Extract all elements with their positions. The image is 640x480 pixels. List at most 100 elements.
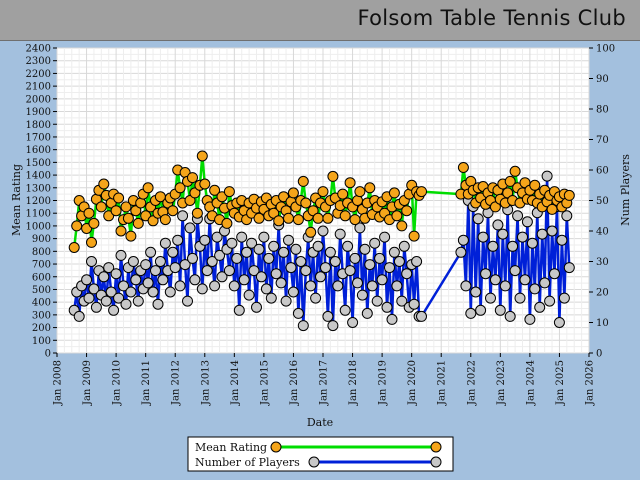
x-tick-label: Jan 2009 [82, 360, 93, 406]
legend-box [187, 436, 454, 472]
data-point-number-of-players [524, 313, 536, 325]
data-point-mean-rating [297, 175, 309, 187]
data-point-mean-rating [95, 201, 107, 213]
data-point-number-of-players [201, 265, 213, 277]
data-point-mean-rating [130, 205, 142, 217]
header-bar: Folsom Table Tennis Club [0, 0, 640, 41]
left-tick-label: 100 [32, 336, 51, 347]
data-point-number-of-players [485, 292, 496, 304]
legend-marker-mean-rating-start [270, 441, 282, 453]
left-tick-label: 2300 [26, 56, 51, 67]
data-point-number-of-players [211, 231, 223, 243]
data-point-mean-rating [103, 210, 115, 222]
data-point-number-of-players [300, 265, 312, 277]
data-point-number-of-players [329, 256, 341, 267]
data-point-number-of-players [248, 265, 260, 277]
legend-marker-number-of-players-start [308, 456, 320, 468]
left-tick-label: 0 [45, 349, 51, 360]
legend-label-number-of-players: Number of Players [195, 456, 300, 469]
data-point-number-of-players [541, 170, 553, 182]
data-point-number-of-players [411, 256, 423, 267]
data-point-mean-rating [191, 207, 203, 219]
data-point-number-of-players [320, 262, 331, 274]
data-point-number-of-players [127, 256, 139, 267]
data-point-number-of-players [480, 268, 492, 280]
data-point-mean-rating [196, 150, 208, 162]
data-point-number-of-players [214, 249, 226, 261]
data-point-number-of-players [290, 243, 302, 255]
data-point-mean-rating [388, 187, 400, 199]
data-point-number-of-players [90, 301, 102, 313]
data-point-mean-rating [159, 214, 171, 226]
data-point-number-of-players [312, 240, 324, 252]
data-point-number-of-players [103, 262, 115, 274]
data-point-mean-rating [529, 179, 541, 191]
data-point-mean-rating [253, 212, 265, 224]
data-point-mean-rating [140, 210, 152, 222]
data-point-number-of-players [384, 262, 395, 274]
right-axis-ticks: 0 10 20 30 40 50 60 70 80 90 100 [589, 44, 615, 360]
data-point-number-of-players [342, 240, 354, 252]
left-tick-label: 1200 [26, 196, 51, 207]
x-tick-label: Jan 2010 [112, 360, 123, 406]
data-point-number-of-players [519, 274, 531, 286]
data-point-number-of-players [361, 307, 373, 319]
left-tick-label: 1000 [26, 221, 51, 232]
data-point-number-of-players [317, 225, 329, 237]
data-point-mean-rating [115, 225, 127, 237]
right-tick-label: 80 [596, 105, 609, 116]
data-point-mean-rating [391, 210, 403, 222]
data-point-number-of-players [492, 219, 504, 231]
data-point-number-of-players [416, 310, 427, 322]
data-point-number-of-players [366, 280, 378, 292]
data-point-mean-rating [352, 195, 363, 206]
data-point-number-of-players [347, 317, 359, 328]
data-point-number-of-players [344, 265, 356, 277]
data-point-number-of-players [125, 286, 137, 298]
data-point-number-of-players [243, 289, 255, 301]
data-point-number-of-players [189, 274, 201, 286]
data-point-number-of-players [196, 283, 208, 295]
left-tick-label: 1100 [26, 209, 51, 220]
data-point-number-of-players [472, 213, 484, 225]
data-point-number-of-players [187, 252, 198, 264]
data-point-number-of-players [113, 292, 125, 304]
data-point-mean-rating [327, 170, 339, 182]
data-point-number-of-players [110, 268, 122, 280]
x-tick-label: Jan 2013 [200, 360, 211, 406]
data-point-mean-rating [349, 214, 361, 226]
x-tick-label: Jan 2026 [585, 360, 596, 406]
data-point-mean-rating [223, 186, 235, 198]
data-point-number-of-players [251, 301, 262, 313]
left-tick-label: 1500 [26, 158, 51, 169]
data-point-mean-rating [184, 195, 196, 206]
data-point-number-of-players [182, 295, 193, 307]
data-point-mean-rating [292, 214, 304, 226]
data-point-mean-rating [83, 207, 95, 219]
x-tick-label: Jan 2023 [496, 360, 507, 406]
legend-marker-number-of-players-end [430, 456, 442, 468]
data-point-number-of-players [499, 280, 511, 292]
x-tick-label: Jan 2015 [259, 360, 270, 406]
data-point-number-of-players [270, 268, 282, 280]
data-point-mean-rating [125, 230, 137, 242]
left-tick-label: 400 [32, 298, 51, 309]
data-point-number-of-players [115, 249, 127, 261]
data-point-number-of-players [354, 222, 366, 234]
data-point-mean-rating [187, 172, 198, 184]
data-point-mean-rating [167, 205, 179, 217]
data-point-number-of-players [534, 301, 546, 313]
data-point-number-of-players [455, 246, 467, 258]
data-point-mean-rating [189, 187, 201, 199]
data-point-number-of-players [349, 252, 361, 264]
left-tick-label: 200 [32, 323, 51, 334]
data-point-number-of-players [546, 225, 558, 237]
data-point-number-of-players [100, 295, 112, 307]
left-tick-label: 2400 [26, 44, 51, 55]
data-point-number-of-players [167, 246, 179, 258]
x-tick-label: Jan 2021 [437, 360, 448, 406]
left-tick-label: 1800 [26, 120, 51, 131]
data-point-number-of-players [504, 310, 516, 322]
data-point-number-of-players [159, 237, 171, 249]
left-tick-label: 900 [32, 234, 51, 245]
